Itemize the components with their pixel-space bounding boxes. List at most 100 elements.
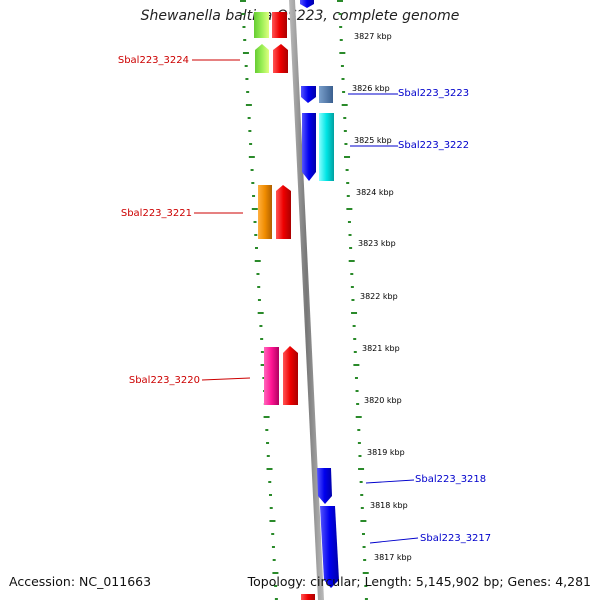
- scale-tick: [260, 338, 264, 340]
- gene-block-steel[interactable]: [319, 86, 333, 103]
- scale-tick: [260, 351, 264, 353]
- scale-tick: [268, 494, 272, 496]
- scale-tick: [246, 91, 250, 93]
- scale-tick: [257, 312, 264, 314]
- scale-tick: [242, 26, 246, 28]
- scale-tick: [263, 416, 270, 418]
- scale-tick: [241, 13, 245, 15]
- scale-label: 3823 kbp: [358, 239, 396, 248]
- gene-label-sbal223-3221[interactable]: Sbal223_3221: [121, 208, 192, 219]
- gene-block-pink[interactable]: [264, 347, 279, 405]
- gene-arrow-reverse[interactable]: [302, 113, 316, 181]
- scale-tick: [355, 416, 362, 418]
- map-title: Shewanella baltica OS223, complete genom…: [140, 8, 460, 24]
- scale-tick: [254, 260, 261, 262]
- scale-tick: [337, 0, 343, 2]
- genome-backbone: [289, 0, 324, 600]
- scale-tick: [248, 156, 255, 158]
- scale-tick: [259, 325, 263, 327]
- gene-label-sbal223-3222[interactable]: Sbal223_3222: [398, 140, 469, 151]
- scale-tick: [339, 52, 346, 54]
- gene-arrow-reverse[interactable]: [317, 468, 332, 504]
- scale-tick: [359, 481, 363, 483]
- scale-tick: [266, 442, 270, 444]
- scale-tick: [343, 117, 347, 119]
- scale-tick: [266, 468, 273, 470]
- gene-label-sbal223-3217[interactable]: Sbal223_3217: [420, 533, 491, 544]
- scale-tick: [249, 143, 253, 145]
- gene-arrow-reverse[interactable]: [300, 0, 314, 8]
- scale-label: 3818 kbp: [370, 501, 408, 510]
- label-leader-line: [369, 537, 419, 544]
- scale-tick: [353, 364, 360, 366]
- gene-arrow-reverse[interactable]: [301, 86, 316, 103]
- label-leader-line: [365, 479, 415, 484]
- scale-tick: [274, 598, 278, 600]
- gene-block-red[interactable]: [301, 594, 315, 600]
- scale-tick: [341, 78, 345, 80]
- gene-block-red[interactable]: [272, 12, 287, 38]
- scale-tick: [247, 117, 251, 119]
- scale-tick: [346, 208, 353, 210]
- accession-info: Accession: NC_011663: [9, 574, 152, 589]
- gene-arrow-forward[interactable]: [283, 346, 298, 405]
- gene-label-sbal223-3220[interactable]: Sbal223_3220: [129, 375, 200, 386]
- scale-tick: [257, 299, 261, 301]
- scale-tick: [347, 221, 351, 223]
- scale-tick: [358, 455, 362, 457]
- gene-arrow-forward[interactable]: [255, 44, 269, 73]
- scale-tick: [250, 169, 254, 171]
- scale-tick: [344, 143, 348, 145]
- scale-track-outer: [337, 0, 369, 600]
- scale-tick: [342, 91, 346, 93]
- scale-tick: [339, 26, 343, 28]
- scale-tick: [253, 221, 257, 223]
- gene-label-sbal223-3223[interactable]: Sbal223_3223: [398, 88, 469, 99]
- scale-tick: [266, 455, 270, 457]
- scale-tick: [346, 195, 350, 197]
- scale-track-inner: [240, 0, 279, 600]
- scale-tick: [260, 364, 267, 366]
- gene-arrow-forward[interactable]: [276, 185, 291, 239]
- gene-arrow-reverse[interactable]: [320, 506, 339, 588]
- scale-tick: [274, 585, 278, 587]
- scale-tick: [340, 65, 344, 67]
- scale-tick: [343, 130, 347, 132]
- scale-tick: [360, 520, 367, 522]
- scale-tick: [245, 78, 249, 80]
- scale-label: 3817 kbp: [374, 553, 412, 562]
- scale-label: 3820 kbp: [364, 396, 402, 405]
- scale-label: 3822 kbp: [360, 292, 398, 301]
- scale-tick: [269, 507, 273, 509]
- scale-tick: [354, 377, 358, 379]
- genome-summary: Topology: circular; Length: 5,145,902 bp…: [247, 574, 591, 589]
- scale-tick: [265, 429, 269, 431]
- scale-tick: [244, 65, 248, 67]
- scale-tick: [252, 195, 256, 197]
- scale-tick: [362, 572, 369, 574]
- scale-tick: [353, 338, 357, 340]
- scale-tick: [341, 104, 348, 106]
- scale-tick: [251, 208, 258, 210]
- scale-tick: [251, 182, 255, 184]
- gene-block-orange[interactable]: [258, 185, 272, 239]
- gene-label-sbal223-3218[interactable]: Sbal223_3218: [415, 474, 486, 485]
- scale-tick: [256, 273, 260, 275]
- scale-tick: [355, 390, 359, 392]
- gene-block-green[interactable]: [254, 12, 269, 38]
- scale-tick: [346, 182, 350, 184]
- scale-tick: [362, 546, 366, 548]
- scale-tick: [349, 247, 353, 249]
- scale-tick: [351, 299, 355, 301]
- scale-tick: [245, 104, 252, 106]
- gene-arrow-forward[interactable]: [273, 44, 288, 73]
- scale-tick: [351, 312, 358, 314]
- scale-tick: [271, 546, 275, 548]
- scale-tick: [363, 559, 367, 561]
- scale-tick: [353, 351, 357, 353]
- gene-label-sbal223-3224[interactable]: Sbal223_3224: [118, 55, 189, 66]
- gene-block-cyan[interactable]: [319, 113, 334, 181]
- scale-tick: [240, 0, 246, 2]
- scale-label: 3826 kbp: [352, 84, 390, 93]
- scale-tick: [357, 442, 361, 444]
